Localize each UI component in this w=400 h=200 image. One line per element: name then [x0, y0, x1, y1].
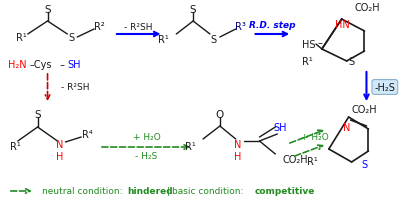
Text: R¹: R¹ — [302, 57, 313, 67]
Text: N: N — [56, 139, 63, 149]
Text: CO₂H: CO₂H — [354, 3, 380, 13]
Text: R¹: R¹ — [307, 156, 318, 166]
Text: hindered: hindered — [127, 187, 172, 196]
Text: S: S — [362, 159, 368, 169]
Text: N: N — [234, 139, 241, 149]
Text: R¹: R¹ — [10, 141, 21, 151]
Text: R¹: R¹ — [185, 141, 196, 151]
Text: O: O — [216, 109, 224, 119]
Text: S: S — [44, 5, 51, 15]
Text: S: S — [34, 109, 41, 119]
Text: R²: R² — [94, 22, 104, 32]
Text: competitive: competitive — [254, 187, 315, 196]
Text: HN: HN — [335, 20, 350, 30]
Text: –: – — [58, 60, 66, 70]
Text: S: S — [211, 35, 217, 45]
Text: SH: SH — [274, 122, 287, 132]
Text: R¹: R¹ — [16, 33, 27, 43]
Text: - H₂S: - H₂S — [136, 152, 158, 161]
Text: S: S — [348, 57, 355, 67]
Text: SH: SH — [67, 60, 81, 70]
Text: basic condition:: basic condition: — [172, 187, 244, 196]
Text: CO₂H: CO₂H — [282, 154, 308, 164]
Text: neutral condition:: neutral condition: — [42, 187, 122, 196]
Text: + H₂O: + H₂O — [301, 133, 329, 142]
Text: H: H — [234, 151, 241, 161]
Text: R³: R³ — [235, 22, 246, 32]
Text: CO₂H: CO₂H — [352, 104, 377, 114]
Text: |: | — [166, 187, 169, 196]
Text: -H₂S: -H₂S — [374, 83, 395, 93]
Text: –Cys: –Cys — [30, 60, 52, 70]
Text: - R²SH: - R²SH — [124, 22, 153, 31]
Text: + H₂O: + H₂O — [133, 133, 160, 142]
Text: R¹: R¹ — [158, 35, 168, 45]
Text: R⁴: R⁴ — [82, 129, 92, 139]
Text: - R²SH: - R²SH — [62, 83, 90, 92]
Text: H: H — [56, 151, 63, 161]
Text: –: – — [318, 38, 323, 48]
Text: S: S — [190, 5, 196, 15]
Text: H₂N: H₂N — [8, 60, 26, 70]
Text: S: S — [68, 33, 74, 43]
Text: R.D. step: R.D. step — [249, 20, 296, 29]
Text: N: N — [343, 122, 350, 132]
Text: HS: HS — [302, 40, 316, 50]
